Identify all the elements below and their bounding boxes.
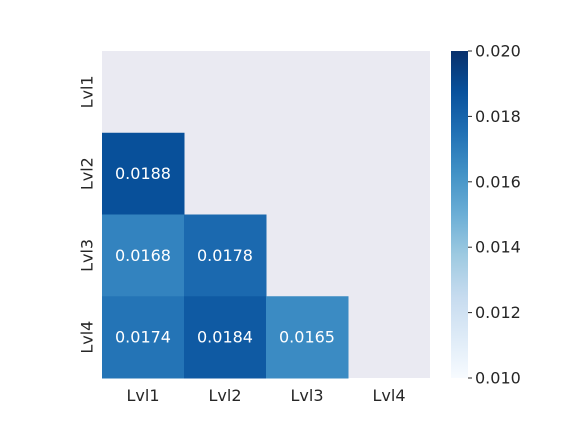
y-tick-label: Lvl4 (78, 321, 97, 354)
x-tick-label: Lvl1 (126, 386, 159, 405)
colorbar-tick-label: 0.012 (475, 303, 521, 322)
colorbar-tick-label: 0.018 (475, 107, 521, 126)
x-axis-tick-labels: Lvl1 Lvl2 Lvl3 Lvl4 (126, 386, 405, 405)
x-tick-label: Lvl2 (208, 386, 241, 405)
heatmap-cell (102, 132, 185, 215)
colorbar (451, 51, 468, 378)
cell-value-label: 0.0184 (197, 328, 253, 347)
colorbar-tick-label: 0.010 (475, 369, 521, 388)
colorbar-ticks: 0.010 0.012 0.014 0.016 0.018 0.020 (468, 42, 521, 388)
heatmap-cell (102, 296, 185, 379)
y-axis-tick-labels: Lvl1 Lvl2 Lvl3 Lvl4 (78, 75, 97, 353)
cell-value-labels: 0.0188 0.0168 0.0178 0.0174 0.0184 0.0165 (115, 164, 335, 347)
cell-value-label: 0.0188 (115, 164, 171, 183)
cell-value-label: 0.0174 (115, 328, 171, 347)
heatmap-cell (184, 214, 267, 297)
heatmap-cell (102, 214, 185, 297)
y-tick-label: Lvl2 (78, 157, 97, 190)
y-tick-label: Lvl3 (78, 239, 97, 272)
colorbar-tick-label: 0.020 (475, 42, 521, 61)
cell-value-label: 0.0165 (279, 328, 335, 347)
x-tick-label: Lvl4 (372, 386, 405, 405)
heatmap-cells (102, 132, 349, 379)
x-tick-label: Lvl3 (290, 386, 323, 405)
cell-value-label: 0.0168 (115, 246, 171, 265)
colorbar-tick-label: 0.016 (475, 172, 521, 191)
heatmap-cell (184, 296, 267, 379)
cell-value-label: 0.0178 (197, 246, 253, 265)
colorbar-tick-label: 0.014 (475, 238, 521, 257)
y-tick-label: Lvl1 (78, 75, 97, 108)
heatmap-cell (266, 296, 349, 379)
